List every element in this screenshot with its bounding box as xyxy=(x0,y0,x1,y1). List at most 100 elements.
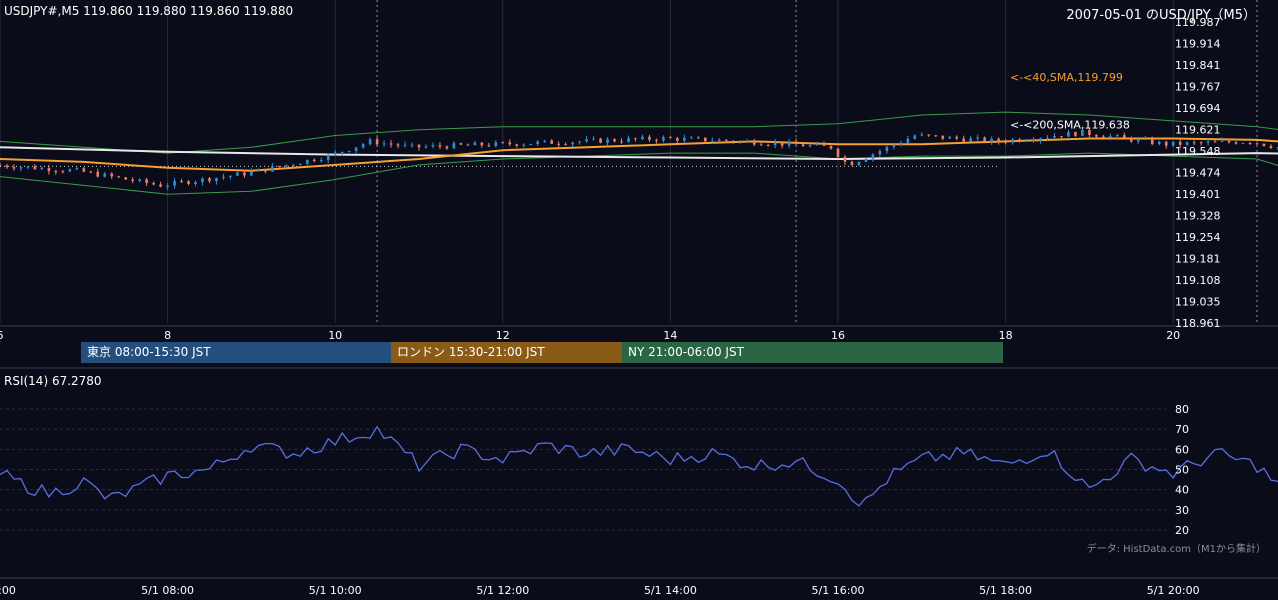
bollinger-upper-line xyxy=(0,111,1278,154)
candle-down xyxy=(312,159,316,162)
candle-down xyxy=(557,143,560,145)
price-y-tick-label: 119.181 xyxy=(1175,252,1221,265)
rsi-y-tick-label: 60 xyxy=(1175,443,1189,456)
candle-down xyxy=(752,140,756,145)
candle-down xyxy=(61,171,65,173)
price-x-tick-label: 20 xyxy=(1166,329,1180,342)
candle-up xyxy=(229,175,232,177)
candle-up xyxy=(340,151,344,153)
candle-down xyxy=(33,166,37,170)
candle-down xyxy=(515,144,519,146)
candle-up xyxy=(815,143,819,146)
price-y-tick-label: 119.914 xyxy=(1175,37,1221,50)
candle-down xyxy=(794,141,798,145)
price-y-tick-label: 119.694 xyxy=(1175,102,1221,115)
session-tokyo-label: 東京 08:00-15:30 JST xyxy=(81,342,391,363)
candle-up xyxy=(1171,141,1175,146)
candle-up xyxy=(606,139,609,143)
price-y-tick-label: 118.961 xyxy=(1175,317,1221,330)
candle-down xyxy=(375,139,379,145)
candle-up xyxy=(711,140,714,142)
candle-down xyxy=(1262,143,1266,147)
candle-up xyxy=(236,172,239,176)
candle-down xyxy=(264,168,267,172)
price-y-tick-label: 119.767 xyxy=(1175,81,1221,94)
candle-down xyxy=(47,167,51,172)
rsi-grid xyxy=(0,367,1278,579)
candle-up xyxy=(1053,136,1056,138)
candle-up xyxy=(1046,137,1049,139)
candle-up xyxy=(571,142,574,145)
rsi-line xyxy=(0,425,1278,507)
candle-up xyxy=(683,137,686,141)
candle-down xyxy=(1269,146,1273,148)
candle-down xyxy=(766,145,770,147)
rsi-x-tick-label: 5/1 16:00 xyxy=(812,584,865,597)
candle-up xyxy=(543,140,546,142)
candle-down xyxy=(396,144,400,146)
candle-down xyxy=(655,139,658,141)
rsi-x-tick-label: 5/1 12:00 xyxy=(476,584,529,597)
price-x-tick-label: 8 xyxy=(164,329,171,342)
chart-title: 2007-05-01 のUSD/JPY（M5） xyxy=(1066,8,1256,23)
candle-down xyxy=(12,167,16,169)
candle-down xyxy=(82,168,86,172)
candle-down xyxy=(927,134,931,136)
price-grid xyxy=(0,0,1278,327)
candle-up xyxy=(1206,141,1210,143)
candle-up xyxy=(40,167,44,170)
candle-up xyxy=(592,138,595,140)
candle-down xyxy=(676,138,679,141)
candle-down xyxy=(96,171,100,177)
candle-down xyxy=(1213,141,1217,143)
candle-down xyxy=(1150,138,1154,145)
candle-up xyxy=(201,178,204,183)
candle-down xyxy=(124,177,127,180)
candle-down xyxy=(759,144,763,146)
candle-down xyxy=(208,178,211,182)
candle-down xyxy=(550,140,553,144)
candle-up xyxy=(1241,143,1245,145)
candle-down xyxy=(836,148,840,157)
candle-up xyxy=(382,143,386,145)
candle-up xyxy=(745,140,749,142)
candle-up xyxy=(494,142,498,146)
sma200-annotation: <-<200,SMA,119.638 xyxy=(1010,118,1130,131)
price-y-tick-label: 119.841 xyxy=(1175,59,1221,72)
rsi-y-tick-label: 40 xyxy=(1175,484,1189,497)
candle-down xyxy=(801,144,805,147)
price-x-tick-label: 10 xyxy=(328,329,342,342)
candle-up xyxy=(906,138,910,143)
candle-down xyxy=(1255,143,1259,145)
candle-down xyxy=(997,138,1000,142)
candle-down xyxy=(983,137,986,142)
sma40-line xyxy=(0,137,1278,172)
candle-up xyxy=(1185,142,1189,145)
candle-down xyxy=(1060,136,1063,138)
candle-down xyxy=(843,156,847,162)
candle-up xyxy=(536,141,540,145)
candle-up xyxy=(1011,139,1014,143)
price-panel xyxy=(0,111,1278,195)
candle-down xyxy=(1130,137,1133,142)
price-x-tick-label: 12 xyxy=(496,329,510,342)
candle-up xyxy=(166,185,169,187)
candle-up xyxy=(257,168,260,172)
candle-down xyxy=(731,140,735,142)
candle-up xyxy=(75,168,79,170)
candle-up xyxy=(529,144,533,146)
candle-down xyxy=(1178,141,1182,145)
candle-up xyxy=(452,143,456,149)
price-y-tick-label: 119.254 xyxy=(1175,231,1221,244)
candle-up xyxy=(473,142,477,146)
candle-up xyxy=(878,151,882,155)
candle-up xyxy=(410,144,414,146)
rsi-y-tick-label: 50 xyxy=(1175,464,1189,477)
price-x-tick-label: 18 xyxy=(999,329,1013,342)
candle-up xyxy=(271,166,274,172)
candle-down xyxy=(704,137,707,142)
candle-up xyxy=(1157,141,1161,145)
candle-down xyxy=(1088,129,1091,136)
candle-up xyxy=(1039,138,1042,141)
candle-up xyxy=(787,141,791,146)
